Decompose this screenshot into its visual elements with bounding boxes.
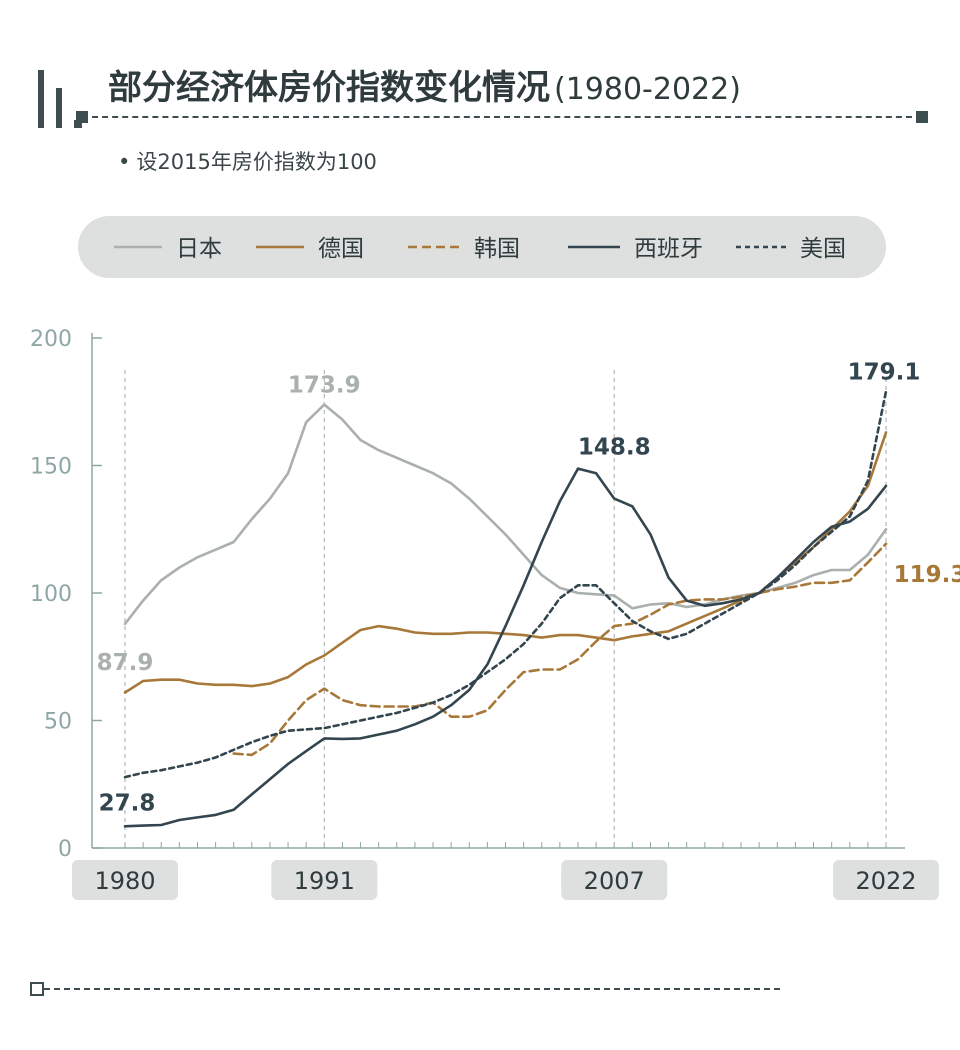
x-tick-box: [72, 860, 178, 900]
legend-label-spain: 西班牙: [634, 236, 703, 262]
legend: 日本 德国 韩国 西班牙 美国: [78, 216, 886, 278]
x-tick-label: 1991: [294, 867, 355, 895]
series-line-germany: [123, 431, 888, 694]
note-bullet: •: [118, 150, 131, 174]
y-tick-label: 0: [58, 837, 72, 862]
title-main: 部分经济体房价指数变化情况: [108, 68, 550, 108]
title-decoration: [38, 68, 98, 128]
legend-items: 日本 德国 韩国 西班牙 美国: [114, 236, 846, 262]
x-tick-box: [561, 860, 668, 900]
line-chart: 0 50 100 150 200 1980 1991 2007 2022 173.9 87.9 148…: [30, 327, 960, 900]
legend-label-germany: 德国: [318, 236, 364, 262]
data-label-japan: 87.9: [97, 650, 154, 676]
x-tick-label: 1980: [94, 867, 155, 895]
series-line-spain: [123, 467, 888, 828]
series-line-japan: [123, 403, 888, 626]
x-tick-box: [833, 860, 939, 900]
series-line-usa: [123, 390, 888, 779]
legend-label-korea: 韩国: [474, 236, 520, 262]
note-text: 设2015年房价指数为100: [136, 150, 377, 174]
y-tick-label: 150: [30, 455, 72, 480]
legend-label-usa: 美国: [800, 236, 846, 262]
data-label-japan: 173.9: [288, 373, 361, 399]
footer-divider: [30, 982, 780, 996]
title-divider: [76, 111, 928, 123]
series-line-korea: [232, 542, 888, 757]
y-tick-label: 50: [44, 710, 72, 735]
chart-title: 部分经济体房价指数变化情况 (1980-2022): [108, 58, 741, 118]
data-label-spain: 148.8: [578, 435, 651, 461]
legend-label-japan: 日本: [176, 236, 222, 262]
x-tick-label: 2022: [855, 867, 916, 895]
x-tick-label: 2007: [584, 867, 645, 895]
baseline-note: • 设2015年房价指数为100: [118, 146, 377, 176]
x-tick-box: [271, 860, 378, 900]
y-tick-label: 200: [30, 327, 72, 352]
data-label-usa: 179.1: [848, 359, 921, 385]
y-tick-label: 100: [30, 582, 72, 607]
title-year-range: (1980-2022): [554, 72, 741, 107]
data-label-korea: 119.3: [894, 562, 960, 588]
data-label-spain: 27.8: [99, 790, 156, 816]
